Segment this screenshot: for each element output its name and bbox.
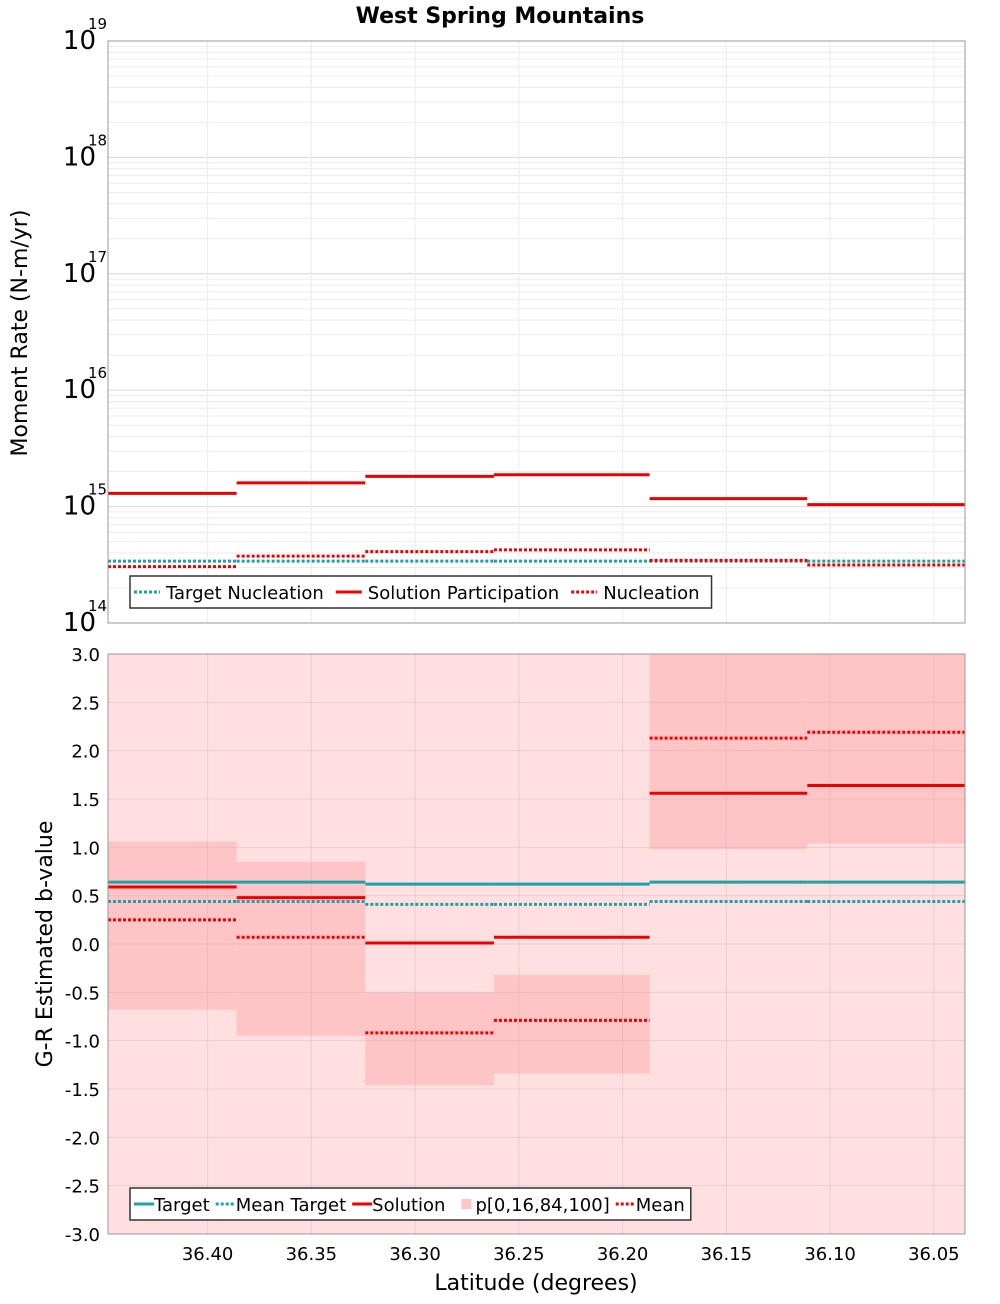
y-tick-label: 3.0 bbox=[71, 645, 100, 666]
y-tick-label: -1.0 bbox=[65, 1032, 100, 1053]
legend-entry: Nucleation bbox=[603, 583, 699, 604]
band-inner bbox=[493, 974, 650, 1074]
legend-entry: Mean Target bbox=[236, 1195, 346, 1216]
x-tick-label: 36.10 bbox=[804, 1244, 856, 1265]
y-tick-label: -2.5 bbox=[65, 1177, 100, 1198]
top-series bbox=[108, 473, 965, 569]
x-tick-label: 36.05 bbox=[908, 1244, 960, 1265]
y-tick-label: 10 bbox=[63, 608, 96, 638]
series-nucleation bbox=[108, 548, 965, 569]
b-value-plot: -3.0 -2.5 -2.0 -1.5 -1.0 -0.5 0.0 0.5 1.0 1.5 2.0 2… bbox=[33, 645, 966, 1296]
percentile-bands bbox=[108, 654, 965, 1234]
legend-entry: p[0,16,84,100] bbox=[475, 1195, 609, 1216]
y-tick-label: -2.0 bbox=[65, 1128, 100, 1149]
legend-entry: Solution Participation bbox=[368, 583, 559, 604]
band-inner bbox=[807, 654, 965, 844]
bottom-x-ticks: 36.40 36.35 36.30 36.25 36.20 36.15 36.10 36.05 bbox=[182, 1244, 960, 1265]
x-axis-label: Latitude (degrees) bbox=[434, 1271, 637, 1296]
series-solution bbox=[108, 783, 965, 945]
y-tick-exponent: 16 bbox=[88, 364, 107, 382]
series-solution-participation bbox=[108, 473, 965, 507]
y-tick-label: 10 bbox=[63, 492, 96, 522]
y-tick-exponent: 14 bbox=[88, 597, 107, 615]
y-tick-label: 1.0 bbox=[71, 838, 100, 859]
y-tick-exponent: 15 bbox=[88, 481, 107, 499]
x-tick-label: 36.20 bbox=[597, 1244, 649, 1265]
legend-frame bbox=[129, 575, 713, 609]
y-tick-label: 10 bbox=[63, 259, 96, 289]
bottom-legend: Target Mean Target Solution p[0,16,84,100] M… bbox=[129, 1187, 692, 1221]
series-mean-target bbox=[108, 899, 965, 906]
band-inner bbox=[649, 654, 808, 850]
x-tick-label: 36.15 bbox=[701, 1244, 753, 1265]
x-tick-label: 36.25 bbox=[493, 1244, 545, 1265]
y-tick-label: -1.5 bbox=[65, 1080, 100, 1101]
top-grid bbox=[108, 41, 965, 624]
y-tick-exponent: 19 bbox=[88, 15, 107, 33]
band-inner bbox=[236, 861, 366, 1036]
chart-title: West Spring Mountains bbox=[356, 4, 645, 29]
y-tick-label: -0.5 bbox=[65, 983, 100, 1004]
legend-entry: Solution bbox=[372, 1195, 445, 1216]
bottom-plot-frame bbox=[107, 653, 966, 1235]
y-tick-label: 0.0 bbox=[71, 935, 100, 956]
series-target bbox=[108, 880, 965, 886]
y-tick-label: 10 bbox=[63, 142, 96, 172]
y-tick-label: 0.5 bbox=[71, 887, 100, 908]
x-tick-label: 36.35 bbox=[286, 1244, 338, 1265]
y-tick-label: -3.0 bbox=[65, 1225, 100, 1246]
top-legend: Target Nucleation Solution Participation N… bbox=[129, 575, 713, 609]
top-y-axis-label: Moment Rate (N-m/yr) bbox=[8, 210, 33, 457]
top-plot-frame bbox=[107, 40, 966, 624]
y-tick-exponent: 18 bbox=[88, 131, 107, 149]
band-inner bbox=[365, 992, 494, 1086]
legend-swatch bbox=[461, 1199, 472, 1209]
x-tick-label: 36.30 bbox=[389, 1244, 441, 1265]
y-tick-label: 2.0 bbox=[71, 742, 100, 763]
y-tick-label: 1.5 bbox=[71, 790, 100, 811]
legend-entry: Target bbox=[153, 1195, 210, 1216]
y-tick-label: 2.5 bbox=[71, 693, 100, 714]
series-mean bbox=[108, 730, 965, 1035]
band-inner bbox=[108, 841, 237, 1010]
top-plot-background bbox=[108, 41, 965, 623]
x-tick-label: 36.40 bbox=[182, 1244, 234, 1265]
y-tick-label: 10 bbox=[63, 375, 96, 405]
y-tick-label: 10 bbox=[63, 26, 96, 56]
bottom-y-axis-label: G-R Estimated b-value bbox=[33, 821, 58, 1068]
y-tick-exponent: 17 bbox=[88, 248, 107, 266]
legend-entry: Mean bbox=[636, 1195, 685, 1216]
bottom-y-ticks: -3.0 -2.5 -2.0 -1.5 -1.0 -0.5 0.0 0.5 1.0 1.5 2.0 2… bbox=[65, 645, 100, 1246]
legend-entry: Target Nucleation bbox=[165, 583, 324, 604]
bottom-series bbox=[108, 730, 965, 1035]
